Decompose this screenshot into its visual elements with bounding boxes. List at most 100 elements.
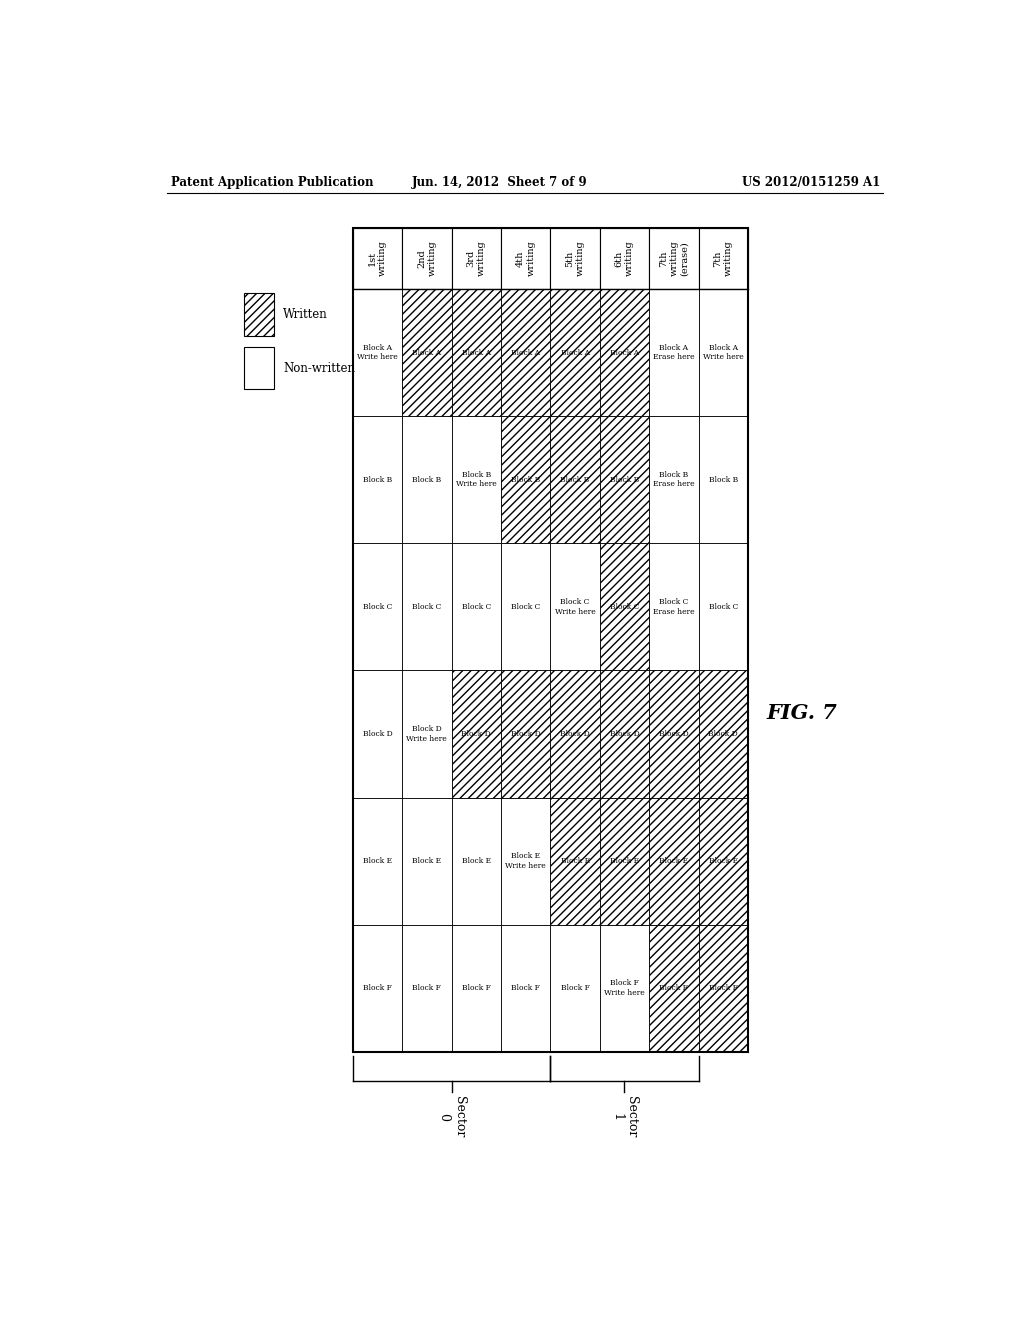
Bar <box>352 924 402 1052</box>
Bar <box>452 544 501 671</box>
Text: Block F: Block F <box>462 985 490 993</box>
Bar <box>452 797 501 924</box>
Text: Block F: Block F <box>364 985 392 993</box>
Bar <box>352 227 402 289</box>
Bar <box>550 416 600 544</box>
Bar <box>352 797 402 924</box>
Bar <box>600 289 649 416</box>
Bar <box>501 416 550 544</box>
Text: Patent Application Publication: Patent Application Publication <box>171 176 373 189</box>
Bar <box>501 227 550 289</box>
Text: Block D: Block D <box>362 730 392 738</box>
Bar <box>600 227 649 289</box>
Bar <box>698 797 748 924</box>
Bar <box>402 416 452 544</box>
Text: Sector
0: Sector 0 <box>437 1096 466 1138</box>
Text: Block B: Block B <box>413 477 441 484</box>
Text: Block E: Block E <box>659 857 688 865</box>
Text: Block F
Write here: Block F Write here <box>604 979 645 997</box>
Bar <box>698 416 748 544</box>
Bar <box>600 797 649 924</box>
Text: 7th
writing: 7th writing <box>714 240 733 276</box>
Text: 3rd
writing: 3rd writing <box>467 240 486 276</box>
Bar <box>402 289 452 416</box>
Bar <box>600 671 649 797</box>
Bar <box>550 416 600 544</box>
Bar <box>452 227 501 289</box>
Bar <box>501 797 550 924</box>
Text: Block A: Block A <box>413 348 441 356</box>
Text: Block E: Block E <box>560 857 590 865</box>
Text: Block A
Write here: Block A Write here <box>702 345 743 362</box>
Bar <box>698 289 748 416</box>
Bar <box>501 289 550 416</box>
Text: Block B: Block B <box>610 477 639 484</box>
Bar <box>698 671 748 797</box>
Text: Block A: Block A <box>610 348 639 356</box>
Text: Block E: Block E <box>709 857 738 865</box>
Text: Block E: Block E <box>462 857 490 865</box>
Text: Block F: Block F <box>561 985 590 993</box>
Bar <box>452 671 501 797</box>
Text: Block D: Block D <box>560 730 590 738</box>
Bar <box>698 671 748 797</box>
Bar <box>402 544 452 671</box>
Text: 6th
writing: 6th writing <box>614 240 634 276</box>
Text: Block C: Block C <box>709 603 738 611</box>
Text: Block D: Block D <box>659 730 689 738</box>
Bar <box>501 924 550 1052</box>
Bar <box>649 797 698 924</box>
Bar <box>352 227 748 1052</box>
Bar <box>501 671 550 797</box>
Text: Block B: Block B <box>560 477 590 484</box>
Text: Block E: Block E <box>413 857 441 865</box>
Bar <box>402 671 452 797</box>
Bar <box>698 797 748 924</box>
Bar <box>600 416 649 544</box>
Text: Jun. 14, 2012  Sheet 7 of 9: Jun. 14, 2012 Sheet 7 of 9 <box>413 176 588 189</box>
Bar <box>402 289 452 416</box>
Bar <box>649 544 698 671</box>
Text: Block C
Write here: Block C Write here <box>555 598 595 615</box>
Text: Block C: Block C <box>462 603 490 611</box>
Text: Block D: Block D <box>609 730 639 738</box>
Bar <box>352 671 402 797</box>
Bar <box>600 416 649 544</box>
Bar <box>402 924 452 1052</box>
Text: Block A: Block A <box>560 348 590 356</box>
Text: Block A
Write here: Block A Write here <box>357 345 398 362</box>
Bar <box>550 797 600 924</box>
Bar <box>649 924 698 1052</box>
Bar <box>352 289 402 416</box>
Text: Block F: Block F <box>413 985 441 993</box>
Bar <box>698 924 748 1052</box>
Bar <box>550 289 600 416</box>
Bar <box>550 671 600 797</box>
Bar <box>698 227 748 289</box>
Text: Block C: Block C <box>511 603 541 611</box>
Text: Non-written: Non-written <box>283 362 355 375</box>
Bar <box>245 293 273 335</box>
Text: Block D: Block D <box>511 730 541 738</box>
Text: Block F: Block F <box>511 985 540 993</box>
Text: Block F: Block F <box>709 985 737 993</box>
Bar <box>550 797 600 924</box>
Text: 5th
writing: 5th writing <box>565 240 585 276</box>
Text: Block C: Block C <box>610 603 639 611</box>
Bar <box>649 289 698 416</box>
Bar <box>600 924 649 1052</box>
Text: Block E
Write here: Block E Write here <box>505 853 546 870</box>
Bar <box>600 544 649 671</box>
Text: 1st
writing: 1st writing <box>368 240 387 276</box>
Bar <box>501 671 550 797</box>
Bar <box>600 671 649 797</box>
Text: Block C: Block C <box>413 603 441 611</box>
Bar <box>649 416 698 544</box>
Text: Block B
Write here: Block B Write here <box>456 471 497 488</box>
Text: Block F: Block F <box>659 985 688 993</box>
Bar <box>452 416 501 544</box>
Bar <box>698 924 748 1052</box>
Bar <box>550 924 600 1052</box>
Bar <box>649 671 698 797</box>
Bar <box>649 797 698 924</box>
